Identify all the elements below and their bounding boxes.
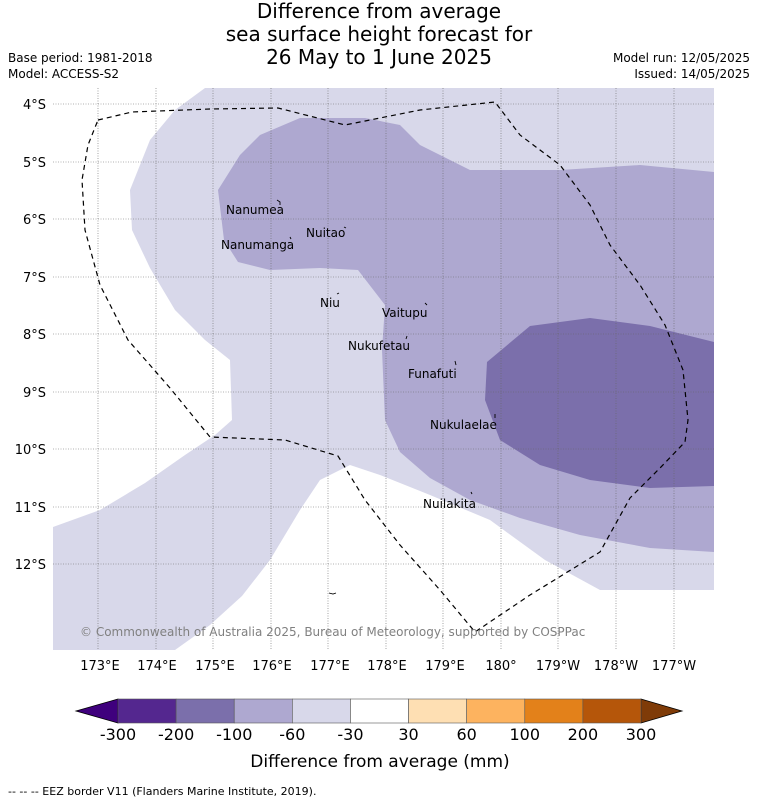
lon-tick-label: 174°E [137, 659, 177, 674]
place-label-nukufetau: Nukufetau [348, 339, 410, 353]
contour-band-200-100 [485, 318, 714, 488]
chart-title: Difference from average sea surface heig… [0, 0, 758, 69]
colorbar-under-arrow [74, 698, 119, 724]
lat-tick-label: 6°S [23, 213, 46, 228]
lat-tick-label: 10°S [15, 443, 46, 458]
colorbar-cell [466, 698, 526, 724]
place-label-niu: Niu [320, 296, 340, 310]
model-run: Model run: 12/05/2025 [612, 51, 750, 65]
place-labels: Nanumea Nuitao Nanumanga Niu Vaitupu Nuk… [221, 203, 497, 511]
lat-tick-label: 4°S [23, 98, 46, 113]
title-line-2: sea surface height forecast for [225, 22, 533, 46]
model-name: Model: ACCESS-S2 [8, 67, 120, 81]
lon-tick-label: 175°E [195, 659, 235, 674]
lon-tick-label: 180° [485, 659, 516, 674]
colorbar-cell [582, 698, 642, 724]
colorbar-tick-label: -60 [279, 725, 305, 744]
colorbar-over-arrow [640, 698, 684, 724]
colorbar-tick-label: -30 [337, 725, 363, 744]
colorbar-tick-label: -200 [158, 725, 194, 744]
colorbar-tick-labels: -300 -200 -100 -60 -30 30 60 100 200 300 [100, 725, 656, 744]
colorbar-cell [524, 698, 584, 724]
colorbar-tick-label: -300 [100, 725, 136, 744]
lon-tick-label: 177°W [652, 659, 696, 674]
lon-tick-label: 179°E [425, 659, 465, 674]
colorbar-tick-label: 100 [510, 725, 541, 744]
lon-tick-label: 177°E [310, 659, 350, 674]
map-canvas: Nanumea Nuitao Nanumanga Niu Vaitupu Nuk… [53, 88, 714, 650]
colorbar-cells [117, 698, 642, 724]
colorbar-tick-label: 300 [626, 725, 657, 744]
meta-right: Model run: 12/05/2025 Issued: 14/05/2025 [613, 50, 750, 82]
title-line-1: Difference from average [256, 0, 502, 23]
lon-tick-label: 178°W [594, 659, 638, 674]
island-outlines [276, 199, 496, 595]
place-label-funafuti: Funafuti [408, 367, 457, 381]
colorbar-cell [233, 698, 293, 724]
lat-tick-label: 9°S [23, 386, 46, 401]
colorbar-tick-label: 200 [568, 725, 599, 744]
base-period: Base period: 1981-2018 [8, 51, 153, 65]
graticule [53, 88, 714, 650]
place-label-nukulaelae: Nukulaelae [430, 418, 497, 432]
colorbar-title: Difference from average (mm) [250, 752, 509, 772]
issued-date: Issued: 14/05/2025 [634, 67, 750, 81]
colorbar-cell [408, 698, 467, 724]
lon-tick-label: 179°W [536, 659, 580, 674]
lat-tick-label: 8°S [23, 328, 46, 343]
lon-tick-label: 173°E [80, 659, 120, 674]
colorbar-tick-label: 60 [456, 725, 476, 744]
place-label-vaitupu: Vaitupu [382, 306, 428, 320]
lat-tick-label: 5°S [23, 156, 46, 171]
lat-tick-label: 12°S [15, 558, 46, 573]
lon-tick-labels: 173°E 174°E 175°E 176°E 177°E 178°E 179°… [80, 659, 696, 674]
eez-border [81, 101, 689, 633]
colorbar-cell [175, 698, 235, 724]
lat-tick-labels: 4°S 5°S 6°S 7°S 8°S 9°S 10°S 11°S 12°S [15, 98, 46, 573]
lat-tick-label: 11°S [15, 501, 46, 516]
colorbar: -300 -200 -100 -60 -30 30 60 100 200 300 Differen… [74, 698, 684, 772]
meta-left: Base period: 1981-2018 Model: ACCESS-S2 [8, 50, 153, 82]
colorbar-cell [292, 698, 351, 724]
colorbar-tick-label: 30 [398, 725, 418, 744]
lon-tick-label: 176°E [252, 659, 292, 674]
title-line-3: 26 May to 1 June 2025 [266, 45, 492, 69]
footer-note: -- -- -- EEZ border V11 (Flanders Marine… [8, 785, 317, 798]
colorbar-cell [350, 698, 409, 724]
lat-tick-label: 7°S [23, 271, 46, 286]
place-label-nanumanga: Nanumanga [221, 238, 294, 252]
colorbar-tick-label: -100 [216, 725, 252, 744]
place-label-nanumea: Nanumea [226, 203, 284, 217]
colorbar-cell [117, 698, 177, 724]
place-label-nuitao: Nuitao [306, 226, 345, 240]
lon-tick-label: 178°E [367, 659, 407, 674]
place-label-nuilakita: Nuilakita [423, 497, 476, 511]
copyright-notice: © Commonwealth of Australia 2025, Bureau… [80, 625, 585, 639]
